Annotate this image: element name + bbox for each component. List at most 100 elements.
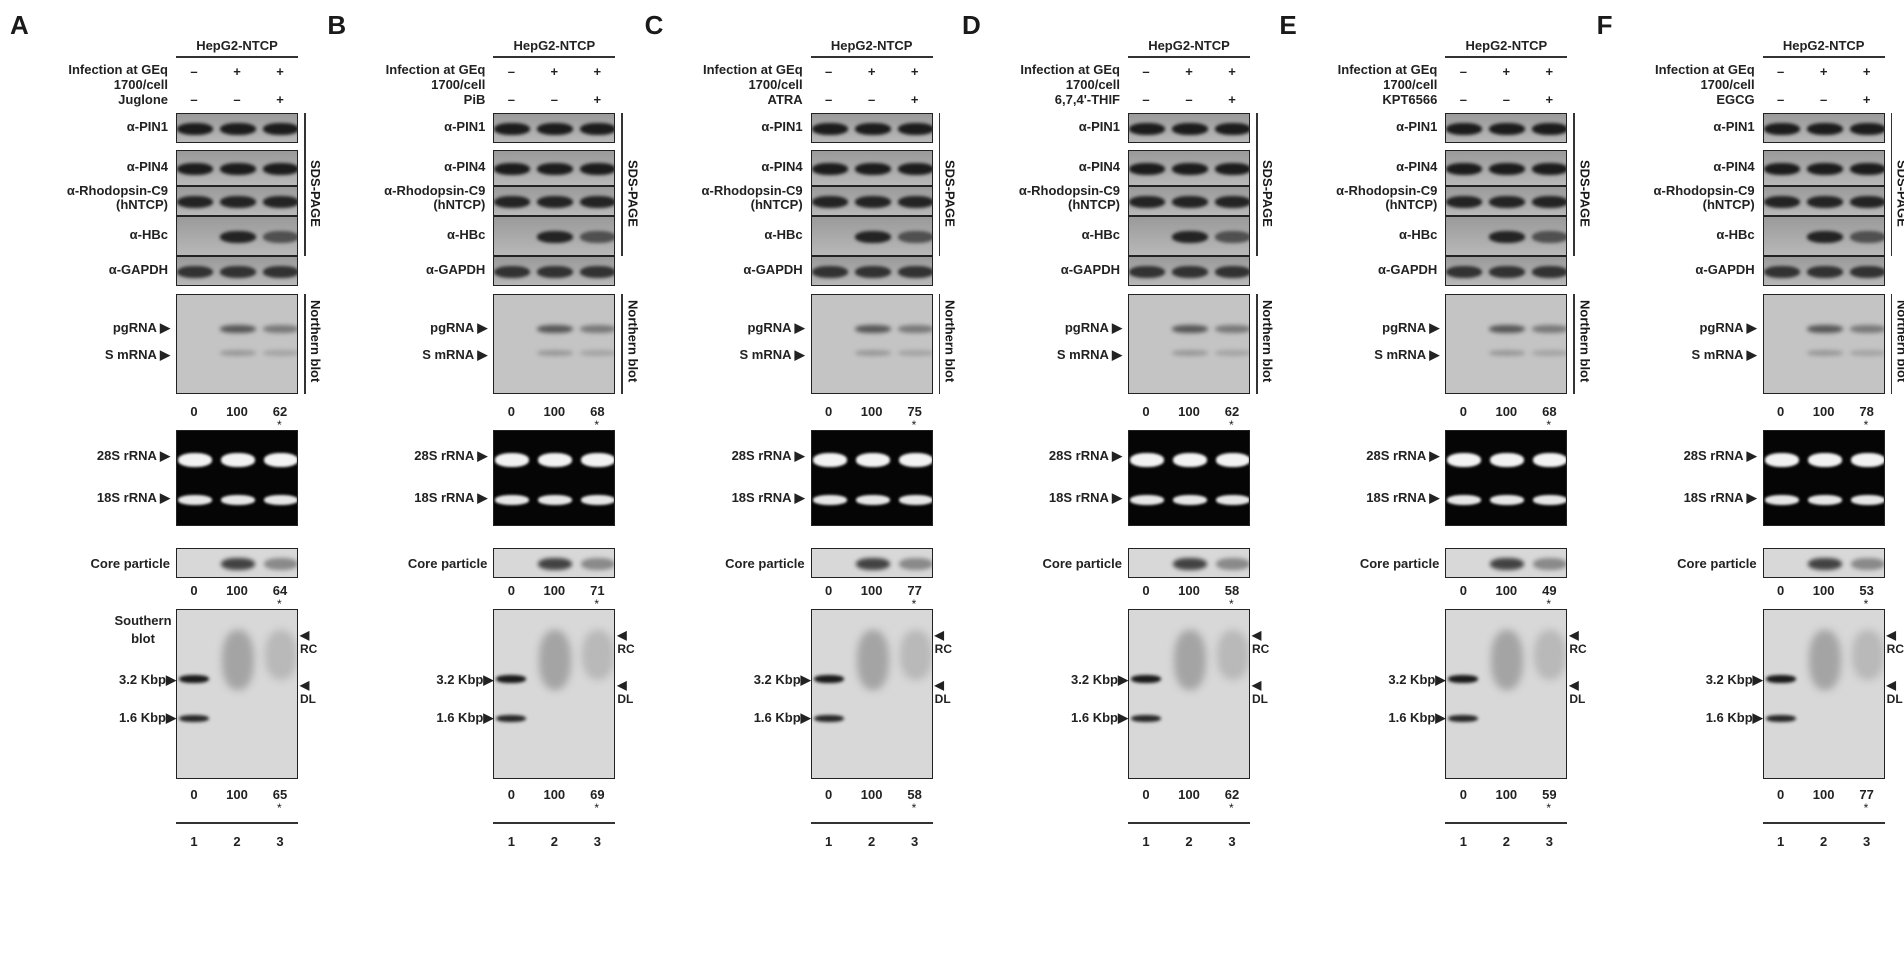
blot-core — [1445, 548, 1568, 578]
band — [581, 558, 615, 570]
band — [1448, 715, 1479, 722]
core-values: 0 100 77 — [811, 583, 935, 599]
treatment-signs: – – + — [1128, 92, 1252, 108]
northern-values-2: 100 — [860, 404, 883, 419]
infection-signs-3: + — [1228, 64, 1236, 79]
infection-label: Infection at GEq 1700/cell — [385, 62, 486, 92]
lane-numbers-1: 1 — [190, 834, 198, 849]
southern-dot: * — [1863, 801, 1869, 815]
lane-numbers: 1 2 3 — [811, 834, 935, 850]
treatment-signs-3: + — [276, 92, 284, 107]
band — [1849, 266, 1884, 278]
band — [1172, 325, 1208, 333]
southern-dot: * — [277, 801, 282, 815]
band — [581, 495, 615, 505]
band — [1215, 266, 1249, 278]
sds-label: SDS-PAGE — [1894, 160, 1904, 227]
blot-pin1 — [493, 113, 616, 143]
infection-signs-1: – — [1459, 64, 1467, 79]
treatment-signs: – – + — [176, 92, 300, 108]
southern-values-2: 100 — [860, 787, 883, 802]
core-values-3: 53 — [1859, 583, 1874, 598]
southern-values-1: 0 — [825, 787, 833, 802]
infection-signs: – + + — [1763, 64, 1887, 80]
band — [538, 453, 573, 467]
band — [221, 495, 255, 505]
blot-core — [1128, 548, 1250, 578]
label-18s: 18S rRNA ▶ — [414, 490, 488, 505]
treatment-signs-3: + — [1545, 92, 1554, 107]
cell-line-label: HepG2-NTCP — [1148, 38, 1230, 53]
band — [177, 266, 213, 278]
blot-northern — [1762, 294, 1885, 394]
header-underline — [1445, 56, 1568, 58]
band — [1807, 453, 1842, 467]
band — [220, 266, 256, 278]
band — [1489, 266, 1526, 278]
band — [1533, 453, 1567, 467]
band — [1532, 163, 1567, 175]
sds-label: SDS-PAGE — [308, 160, 323, 227]
band — [897, 325, 932, 333]
sds-bracket — [304, 113, 306, 256]
blot-rrna-gel — [493, 430, 616, 526]
band — [812, 495, 847, 505]
band — [494, 163, 531, 175]
label-28s: 28S rRNA ▶ — [1048, 448, 1122, 463]
band — [1849, 123, 1884, 135]
treatment-label: Juglone — [118, 92, 168, 107]
panel-letter: C — [644, 10, 664, 40]
southern-values: 0 100 77 — [1763, 787, 1887, 803]
infection-signs-2: + — [1185, 64, 1193, 79]
band — [220, 350, 256, 356]
southern-values: 0 100 65 — [176, 787, 300, 803]
band — [1849, 196, 1884, 208]
band — [537, 325, 574, 333]
core-values: 0 100 71 — [493, 583, 617, 599]
lane-numbers: 1 2 3 — [1763, 834, 1887, 850]
blot-core — [810, 548, 933, 578]
label-core: Core particle — [1042, 556, 1122, 571]
band — [1216, 453, 1249, 467]
lane-underline — [1445, 822, 1568, 824]
lane-numbers-1: 1 — [1777, 834, 1785, 849]
southern-values: 0 100 58 — [811, 787, 935, 803]
blot-pin1 — [1762, 113, 1885, 143]
label-pin1: α-PIN1 — [1078, 119, 1120, 134]
panel-B: B HepG2-NTCP Infection at GEq 1700/cell – + +… — [317, 0, 640, 958]
band — [581, 453, 615, 467]
core-values-2: 100 — [860, 583, 883, 598]
band — [812, 453, 847, 467]
band — [898, 558, 932, 570]
band — [264, 558, 297, 570]
southern-values-3: 65 — [272, 787, 288, 802]
band — [580, 350, 615, 356]
southern-values-1: 0 — [507, 787, 515, 802]
label-hbc: α-HBc — [447, 227, 486, 242]
band — [495, 453, 530, 467]
blot-core — [176, 548, 298, 578]
band — [222, 630, 254, 690]
band — [811, 123, 848, 135]
band — [220, 123, 256, 135]
core-values-1: 0 — [1142, 583, 1150, 598]
label-16kbp: 1.6 Kbp▶ — [436, 710, 494, 725]
northern-label: Northern blot — [1260, 300, 1275, 383]
blot-northern — [810, 294, 933, 394]
treatment-signs-3: + — [1228, 92, 1236, 107]
label-dl: ◀ DL — [1569, 678, 1586, 706]
blot-rhodopsin — [1762, 186, 1885, 216]
band — [263, 123, 297, 135]
blot-southern — [1128, 609, 1250, 779]
label-gapdh: α-GAPDH — [1695, 262, 1755, 277]
lane-numbers: 1 2 3 — [176, 834, 300, 850]
blot-pin4 — [810, 150, 933, 186]
core-values: 0 100 49 — [1445, 583, 1569, 599]
band — [1806, 350, 1843, 356]
band — [263, 325, 297, 333]
southern-values-3: 69 — [590, 787, 605, 802]
band — [1534, 630, 1567, 680]
band — [580, 325, 615, 333]
lane-underline — [810, 822, 933, 824]
treatment-label: 6,7,4'-THIF — [1054, 92, 1120, 107]
